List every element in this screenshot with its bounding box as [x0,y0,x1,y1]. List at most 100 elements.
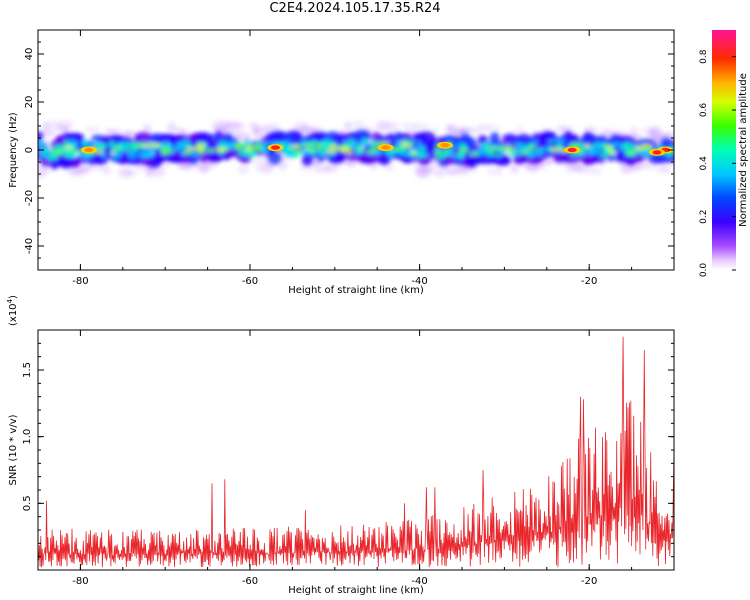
core-blob [138,151,150,159]
halo-blob [583,126,597,133]
x-tick-label: -20 [581,576,597,587]
x-tick-label: -80 [72,276,88,287]
halo-blob [344,121,353,130]
halo-blob [225,121,242,128]
y-tick-label: 1.0 [22,429,33,445]
halo-blob [248,122,259,130]
spectrogram-x-label: Height of straight line (km) [288,285,424,296]
spectrogram-y-label: Frequency (Hz) [8,112,19,188]
spectrogram-x-ticks: -80 -60 -40 -20 [72,30,675,287]
streak-blob [198,147,205,152]
halo-blob [386,121,399,133]
band-blob [222,153,231,161]
halo-blob [84,127,100,132]
streak-blob [160,148,171,152]
y-tick-label: 0 [24,147,35,153]
streak-blob [325,149,338,153]
halo-blob [95,165,104,171]
core-blob [419,145,426,152]
y-tick-label: -40 [24,238,35,254]
streak-blob [550,148,559,152]
halo-blob [577,166,595,174]
x-tick-label: -80 [72,576,88,587]
core-blob [457,152,465,159]
halo-blob [59,126,66,135]
y-tick-label: 40 [24,48,35,61]
core-blob [398,151,409,156]
halo-blob [175,130,187,136]
core-blob [225,141,236,147]
core-blob [601,149,609,153]
band-blob [615,154,634,163]
halo-blob [634,165,643,171]
y-tick-label: 0.5 [22,495,33,511]
streak-blob [290,144,299,149]
core-blob [161,145,173,149]
core-blob [121,145,127,151]
colorbar-tick-label: 0.2 [699,210,709,224]
core-blob [284,140,289,148]
core-blob [496,153,502,158]
band-blob [134,132,151,144]
core-blob [547,139,556,144]
halo-blob [564,162,574,174]
core-blob [81,140,90,147]
halo-blob [195,159,212,172]
band-blob [552,152,566,163]
core-blob [556,139,565,144]
halo-blob [514,126,525,135]
snr-y-ticks: 1.5 1.0 0.5 [22,342,674,558]
spectrogram-y-ticks: 40 20 0 -20 -40 [24,41,674,259]
core-blob [610,142,623,147]
band-blob [266,133,277,141]
core-blob [66,139,78,146]
core-blob [536,152,543,156]
streak-blob [584,144,592,148]
streak-blob [110,151,115,155]
streak-blob [151,143,162,147]
streak-blob [434,149,441,153]
halo-blob [117,166,133,179]
halo-blob [416,166,434,173]
streak-blob [457,148,470,152]
core-blob [622,144,627,149]
streak-blob [403,144,412,148]
y-tick-label: -20 [24,190,35,206]
core-blob [311,140,317,144]
band-blob [346,153,366,161]
streak-blob [340,147,350,151]
core-blob [535,148,545,152]
streak-blob [374,142,384,146]
streak-blob [358,148,365,152]
peak-core [381,145,391,150]
halo-blob [323,163,338,173]
core-blob [127,152,137,159]
x-tick-label: -60 [242,276,258,287]
streak-blob [64,146,74,150]
streak-blob [607,151,617,155]
halo-blob [167,127,183,132]
streak-blob [495,147,507,151]
band-blob [360,153,380,164]
streak-blob [244,147,253,151]
band-blob [419,157,431,165]
streak-blob [410,151,416,155]
colorbar-tick-label: 0.8 [699,49,709,64]
halo-blob [102,164,112,176]
halo-blob [487,168,496,176]
x-tick-label: -40 [411,576,427,587]
x-tick-label: -40 [411,276,427,287]
snr-panel: -80 -60 -40 -20 1.5 1.0 0.5 Height of straigh… [6,295,675,596]
core-blob [44,151,53,157]
streak-blob [371,147,380,151]
band-blob [352,130,372,142]
core-blob [582,152,588,156]
peak-core [440,143,450,148]
halo-blob [118,129,134,138]
peak-core [270,145,280,150]
halo-blob [163,160,171,169]
streak-blob [646,147,653,151]
snr-y-label: SNR (10 * v/v) [8,414,19,485]
core-blob [96,143,107,150]
band-blob [91,134,106,142]
